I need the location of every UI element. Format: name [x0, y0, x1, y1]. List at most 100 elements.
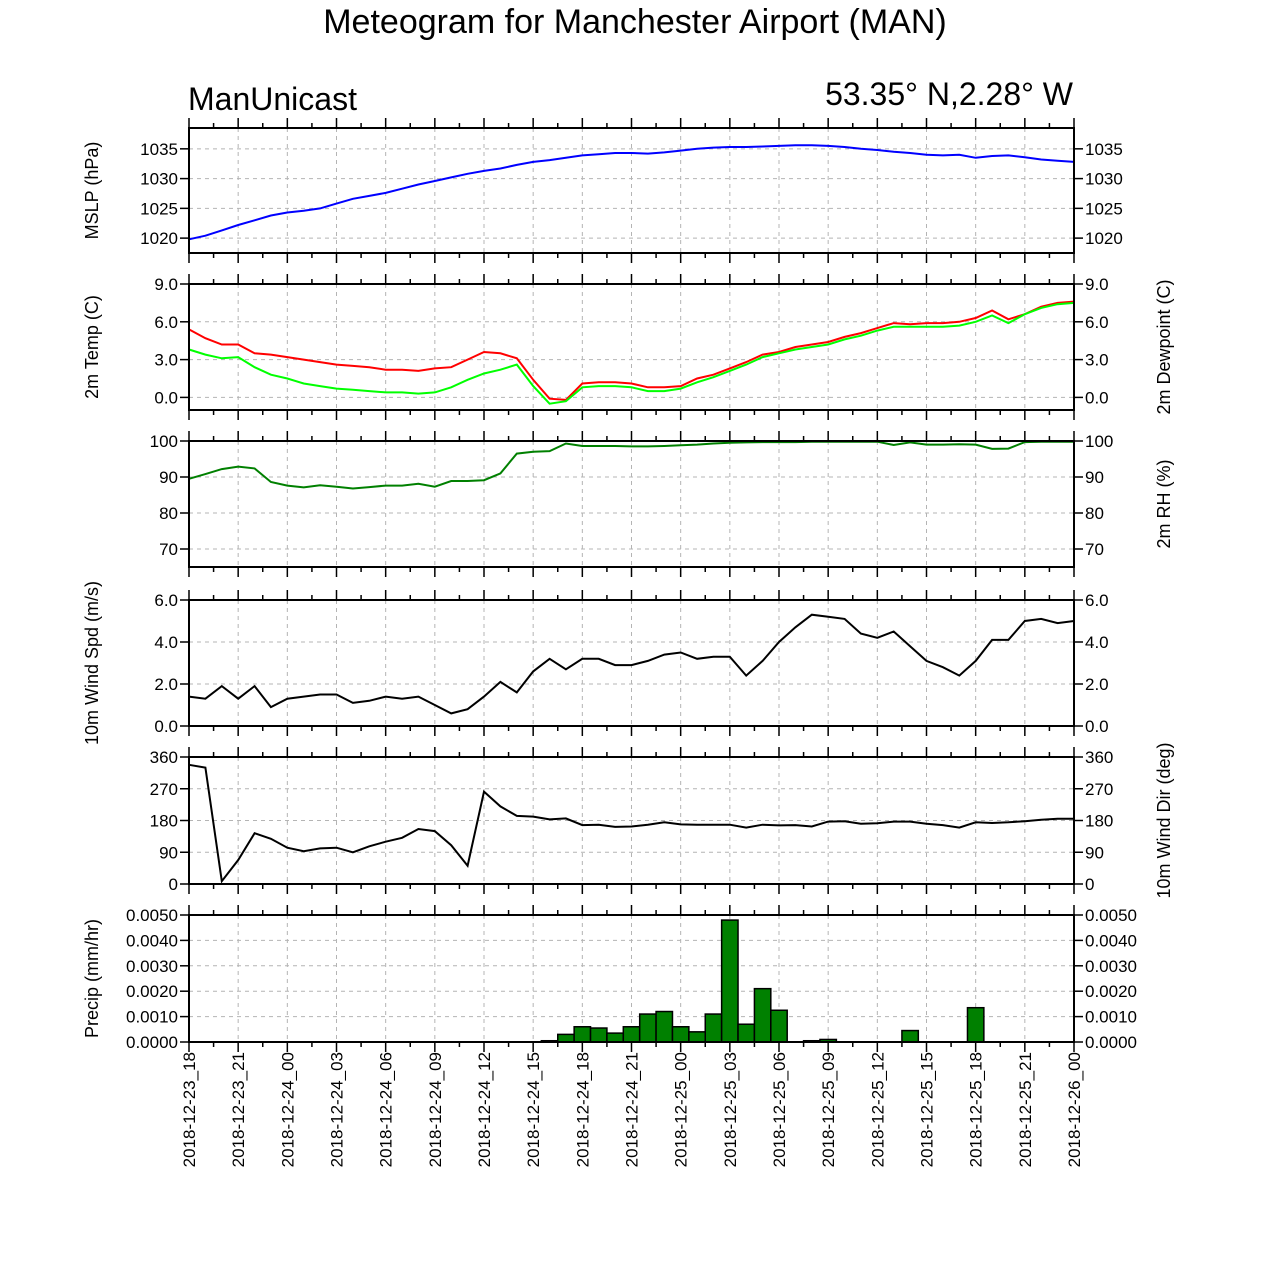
y-tick-label-right: 90: [1085, 468, 1104, 487]
y-tick-label-left: 1030: [140, 170, 178, 189]
x-axis: 2018-12-23_18 2018-12-23_21 2018-12-24_00 2…: [180, 1052, 1084, 1167]
precip-bar: [622, 1026, 641, 1043]
precip-bar: [589, 1027, 608, 1043]
y-tick-label-left: 270: [150, 780, 178, 799]
series-line-1: [188, 440, 1074, 490]
y-tick-label-right: 1035: [1085, 140, 1123, 159]
x-tick-label: 2018-12-25_09: [819, 1052, 838, 1167]
y-tick-label-right: 0: [1085, 875, 1094, 894]
x-tick-label: 2018-12-26_00: [1065, 1052, 1084, 1167]
y-tick-label-right: 90: [1085, 843, 1104, 862]
y-tick-label-right: 270: [1085, 780, 1113, 799]
x-tick-label: 2018-12-25_15: [918, 1052, 937, 1167]
series-line-1: [188, 613, 1075, 715]
series-line-1: [188, 763, 1074, 884]
panel-1: 1020 1020 1025 1025 1030 1030 1035 1035 MSLP (hP…: [82, 118, 1123, 263]
precip-bar: [901, 1029, 920, 1043]
series-line-1: [188, 300, 1075, 401]
panel-frame: [188, 440, 1075, 568]
x-tick-label: 2018-12-24_21: [623, 1052, 642, 1167]
y-tick-label-left: 180: [150, 812, 178, 831]
x-tick-label: 2018-12-24_03: [328, 1052, 347, 1167]
y-tick-label-left: 90: [159, 468, 178, 487]
precip-bar: [655, 1010, 674, 1043]
y-tick-label-left: 1025: [140, 199, 178, 218]
panel-frame: [188, 599, 1075, 727]
panel-frame: [188, 756, 1075, 885]
y-tick-label-right: 70: [1085, 540, 1104, 559]
series-line-2: [188, 301, 1075, 405]
precip-bar: [737, 1023, 756, 1043]
chart-title: Meteogram for Manchester Airport (MAN): [323, 3, 947, 41]
y-axis-label-right: 2m Dewpoint (C): [1154, 279, 1174, 414]
x-tick-label: 2018-12-25_21: [1016, 1052, 1035, 1167]
precip-bar: [720, 919, 739, 1043]
y-tick-label-right: 4.0: [1085, 633, 1109, 652]
panel-3: 70 70 80 80 90 90 100 100 2m RH (%): [150, 431, 1174, 577]
y-tick-label-right: 0.0: [1085, 717, 1109, 736]
y-tick-label-left: 4.0: [154, 633, 178, 652]
panel-4: 0.0 0.0 2.0 2.0 4.0 4.0 6.0 6.0 10m Wind Spd (m/…: [82, 581, 1109, 745]
x-tick-label: 2018-12-25_12: [868, 1052, 887, 1167]
y-tick-label-left: 1020: [140, 229, 178, 248]
x-tick-label: 2018-12-24_15: [524, 1052, 543, 1167]
y-tick-label-right: 100: [1085, 432, 1113, 451]
y-tick-label-left: 0.0: [154, 388, 178, 407]
x-tick-label: 2018-12-24_12: [475, 1052, 494, 1167]
panel-frame: [188, 283, 1075, 411]
y-tick-label-left: 0.0020: [126, 982, 178, 1001]
y-tick-label-left: 0.0030: [126, 957, 178, 976]
chart-subtitle-right: 53.35° N,2.28° W: [825, 76, 1074, 112]
y-tick-label-right: 1030: [1085, 170, 1123, 189]
chart-subtitle-left: ManUnicast: [188, 81, 357, 117]
y-tick-label-left: 9.0: [154, 275, 178, 294]
y-axis-label-right: 2m RH (%): [1154, 460, 1174, 549]
y-tick-label-left: 80: [159, 504, 178, 523]
series-line-1: [188, 144, 1075, 241]
y-tick-label-right: 9.0: [1085, 275, 1109, 294]
y-axis-label-left: 2m Temp (C): [82, 295, 102, 399]
panel-frame: [188, 914, 1075, 1043]
y-tick-label-left: 90: [159, 843, 178, 862]
x-tick-label: 2018-12-23_21: [229, 1052, 248, 1167]
y-tick-label-right: 0.0050: [1085, 906, 1137, 925]
y-tick-label-left: 0.0050: [126, 906, 178, 925]
panels-layer: 1020 1020 1025 1025 1030 1030 1035 1035 MSLP (hP…: [82, 118, 1174, 1052]
x-tick-label: 2018-12-24_00: [278, 1052, 297, 1167]
y-tick-label-right: 0.0: [1085, 388, 1109, 407]
y-tick-label-left: 0.0010: [126, 1008, 178, 1027]
x-tick-label: 2018-12-25_03: [721, 1052, 740, 1167]
y-axis-label-left: MSLP (hPa): [82, 142, 102, 240]
y-tick-label-left: 3.0: [154, 351, 178, 370]
y-tick-label-left: 1035: [140, 140, 178, 159]
y-tick-label-left: 0: [169, 875, 178, 894]
panel-5: 0 0 90 90 180 180 270 270 360 360 10m Wind Dir (de…: [150, 742, 1174, 898]
y-axis-label-left: 10m Wind Spd (m/s): [82, 581, 102, 745]
y-axis-label-left: Precip (mm/hr): [82, 919, 102, 1038]
precip-bar: [671, 1026, 690, 1043]
y-axis-label-right: 10m Wind Dir (deg): [1154, 742, 1174, 898]
panel-2: 0.0 0.0 3.0 3.0 6.0 6.0 9.0 9.0 2m Temp (C) 2m De…: [82, 274, 1174, 420]
precip-bar: [966, 1006, 985, 1043]
panel-6: 0.0000 0.0000 0.0010 0.0010 0.0020 0.0020 0.00…: [82, 905, 1137, 1052]
y-tick-label-left: 0.0040: [126, 931, 178, 950]
x-tick-label: 2018-12-25_18: [967, 1052, 986, 1167]
y-tick-label-left: 6.0: [154, 313, 178, 332]
x-tick-label: 2018-12-25_00: [672, 1052, 691, 1167]
y-tick-label-left: 100: [150, 432, 178, 451]
y-tick-label-left: 70: [159, 540, 178, 559]
precip-bar: [753, 987, 772, 1043]
y-tick-label-right: 3.0: [1085, 351, 1109, 370]
y-tick-label-left: 6.0: [154, 591, 178, 610]
y-tick-label-left: 0.0: [154, 717, 178, 736]
precip-bar: [606, 1032, 625, 1043]
y-tick-label-left: 360: [150, 748, 178, 767]
y-tick-label-left: 2.0: [154, 675, 178, 694]
y-tick-label-right: 80: [1085, 504, 1104, 523]
x-tick-label: 2018-12-24_18: [573, 1052, 592, 1167]
y-tick-label-right: 1020: [1085, 229, 1123, 248]
y-tick-label-right: 1025: [1085, 199, 1123, 218]
y-tick-label-right: 0.0000: [1085, 1033, 1137, 1052]
precip-bar: [573, 1026, 592, 1043]
precip-bar: [770, 1009, 788, 1043]
